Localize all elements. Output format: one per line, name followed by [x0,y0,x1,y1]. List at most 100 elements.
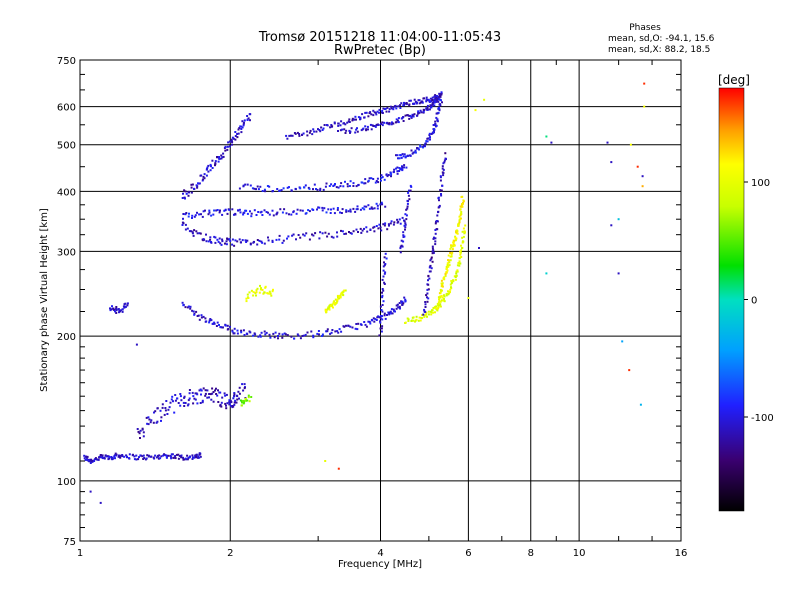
data-point [409,99,412,102]
data-point [380,176,383,179]
data-point [195,184,198,187]
data-point [156,420,159,423]
data-point [419,319,422,322]
data-point [417,147,420,150]
data-point [203,173,206,176]
data-point [345,232,347,235]
data-point [167,454,170,457]
data-point [347,210,350,213]
data-point [182,401,185,404]
data-point [119,310,121,313]
data-point [119,454,122,457]
data-point [166,413,169,415]
data-point [434,99,437,102]
data-point [483,98,486,101]
data-point [246,239,249,242]
data-point [461,205,464,208]
data-point [449,259,452,262]
data-point [99,454,102,457]
data-point [383,256,386,259]
data-point [379,320,382,323]
data-point [184,228,187,231]
data-point [355,185,358,188]
data-point [191,458,194,460]
data-point [396,119,399,122]
data-point [253,209,256,212]
data-point [224,394,227,397]
data-point [253,332,256,335]
data-point [430,256,433,259]
data-point [352,230,355,233]
data-point [379,327,382,330]
data-point [302,233,305,236]
data-point [396,154,399,157]
data-point [225,393,228,396]
data-point [448,261,451,264]
data-point [230,401,233,404]
data-point [436,112,439,115]
data-point [187,457,190,459]
data-point [459,253,462,256]
data-point [199,455,202,458]
data-point [156,407,159,410]
data-point [397,157,399,160]
data-point [348,231,350,233]
data-point [333,184,336,187]
data-point [444,157,447,160]
data-point [263,188,266,191]
data-point [236,136,239,139]
data-point [380,309,383,311]
data-point [383,283,386,285]
data-point [142,435,145,438]
data-point [213,321,216,324]
data-point [238,238,241,241]
data-point [453,239,456,242]
data-point [408,103,411,106]
data-point [236,398,239,401]
data-point [439,303,442,306]
data-point [192,234,195,237]
data-point [379,226,382,229]
data-point [258,239,261,242]
data-point [462,201,464,204]
data-point [413,113,416,116]
data-point [214,241,217,244]
data-point [250,289,253,292]
data-point [247,396,250,399]
x-tick-label: 2 [227,548,233,559]
data-point [257,335,260,338]
data-point [403,101,405,104]
data-point [281,336,284,339]
data-point [343,233,346,235]
data-point [377,124,380,126]
data-point [186,404,189,407]
data-point [639,403,642,406]
data-point [440,294,443,297]
data-point [354,115,357,118]
data-point [381,325,384,328]
data-point [415,315,418,318]
data-point [376,204,379,207]
data-point [550,141,553,144]
data-point [336,330,339,333]
data-point [91,459,94,462]
data-point [97,458,100,461]
data-point [306,134,309,137]
data-point [421,101,424,104]
data-point [436,220,439,223]
data-point [229,240,232,242]
data-point [413,102,416,105]
data-point [221,156,224,159]
data-point [218,157,221,160]
data-point [441,165,444,168]
data-point [423,314,426,317]
data-point [428,138,431,141]
data-point [425,100,428,103]
y-tick-label: 500 [57,141,76,152]
data-point [346,121,349,124]
data-point [429,97,432,100]
data-point [444,274,447,277]
data-point [433,95,436,98]
data-point [199,402,202,404]
data-point [231,208,234,211]
